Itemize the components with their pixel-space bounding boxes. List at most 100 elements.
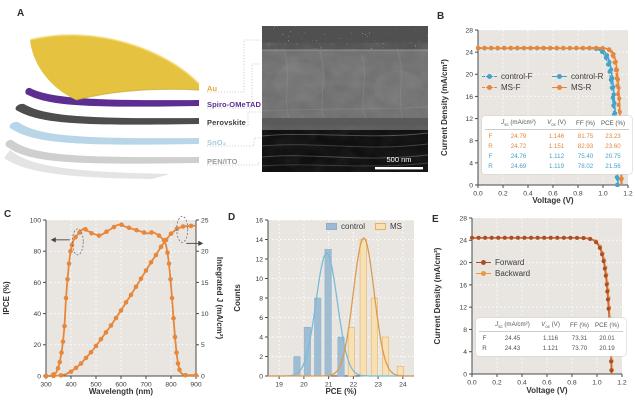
svg-text:25: 25 [201,217,209,224]
svg-text:12: 12 [255,256,263,263]
sem-scale-bar-label: 500 nm [386,155,411,164]
x-axis-label: PCE (%) [325,387,356,396]
svg-text:0.8: 0.8 [567,380,577,387]
table-cell: 24.72 [510,143,527,151]
svg-text:0.2: 0.2 [492,380,502,387]
axis-indicator-right [176,215,204,246]
legend-swatch [552,84,567,90]
legend-label: Forward [495,258,525,267]
legend-swatch [482,84,497,90]
svg-text:10: 10 [201,311,209,318]
legend-label: MS-R [571,83,592,92]
svg-text:0: 0 [259,373,263,380]
svg-text:0.4: 0.4 [517,380,527,387]
table-cell: 24.79 [510,132,527,140]
table-header-cell: PCE (%) [594,321,620,329]
svg-text:4: 4 [259,334,263,341]
table-cell: 20.19 [599,345,615,353]
chart-e-jv: 0 4 8 12 16 20 24 28 0.0 0.2 0.4 0.6 0.8 1.0 1.2 Voltag… [430,204,635,408]
legend-label: control [341,222,366,231]
layer-sheet-Au [30,35,199,100]
svg-text:1.0: 1.0 [592,380,602,387]
panel-c-letter: C [4,209,12,220]
chart-E-svg: 0 4 8 12 16 20 24 28 0.0 0.2 0.4 0.6 0.8 1.0 1.2 Voltag… [433,215,627,395]
tick-labels: 0 20 40 60 80 100 300 400 500 600 700 800 900 0 5 10 15 2… [30,217,209,388]
svg-text:4: 4 [469,160,473,167]
svg-text:24: 24 [459,238,467,245]
y-axis-label: IPCE (%) [2,281,11,315]
svg-text:0: 0 [463,371,467,378]
hist-fit-curve-MS [268,237,414,377]
chart-E-legend: Forward Backward [476,258,530,278]
legend-label: MS-F [501,83,521,92]
sem-grain-boundaries [262,50,428,120]
x-axis-label: Voltage (V) [526,386,568,395]
svg-text:23: 23 [374,382,382,389]
svg-text:24: 24 [465,50,473,57]
device-stack-sheets [4,34,200,179]
panel-b-letter: B [437,11,445,22]
svg-text:400: 400 [65,382,77,389]
svg-text:6: 6 [259,315,263,322]
table-cell: 21.56 [605,163,621,171]
table-cell: 73.70 [571,345,588,353]
panel-d-letter: D [228,212,236,223]
svg-text:8: 8 [259,295,263,302]
legend-label: Backward [495,269,531,278]
legend-swatch [476,270,491,276]
table-header-cell: Voc (V) [541,321,560,330]
table-cell: 1.121 [542,345,559,353]
table-row: R 24.69 1.119 78.02 21.56 [485,162,629,172]
legend-label: control-F [501,72,533,81]
svg-text:16: 16 [465,94,473,101]
svg-text:24: 24 [399,382,407,389]
svg-text:8: 8 [469,138,473,145]
legend-item-MS-R: MS-R [552,83,622,92]
svg-text:1.2: 1.2 [617,380,627,387]
legend-swatch [552,73,567,79]
legend-item-control-R: control-R [552,72,622,81]
table-row: R 24.72 1.151 82.93 23.60 [485,141,629,151]
svg-text:0: 0 [469,182,473,189]
svg-text:20: 20 [201,249,209,256]
svg-text:1.0: 1.0 [598,191,608,198]
table-row: R 24.43 1.121 73.70 20.19 [479,343,623,353]
svg-text:15: 15 [201,280,209,287]
table-row-label: R [488,143,493,151]
svg-text:0.0: 0.0 [473,191,483,198]
table-row: F 24.45 1.116 73.31 20.01 [479,333,623,343]
panel-a-graphic: 500 nm [4,26,428,179]
svg-text:1.2: 1.2 [623,191,633,198]
svg-text:16: 16 [255,217,263,224]
svg-text:40: 40 [33,311,41,318]
sem-cross-section-image: 500 nm [262,26,428,172]
tick-marks [475,29,629,188]
svg-text:14: 14 [255,237,263,244]
panel-e-letter: E [432,214,439,225]
svg-text:19: 19 [275,382,283,389]
table-header-row: Jsc (mA/cm²) Voc (V) FF (%) PCE (%) [485,119,629,131]
y2-axis-label: Integrated J (mA/cm²) [215,257,224,340]
table-row: F 24.76 1.112 75.40 20.75 [485,152,629,162]
svg-text:0: 0 [37,373,41,380]
table-header-cell: FF (%) [576,119,595,127]
jv-series-MS-R [476,46,624,186]
table-cell: 1.151 [548,143,565,151]
svg-text:21: 21 [325,382,333,389]
svg-text:2: 2 [259,354,263,361]
table-cell: 1.116 [542,334,559,342]
svg-text:5: 5 [201,342,205,349]
table-cell: 78.02 [577,163,594,171]
table-cell: 24.76 [510,153,527,161]
table-header-cell: Jsc (mA/cm²) [501,119,536,128]
panel-a-letter: A [17,8,25,19]
table-cell: 24.45 [504,334,521,342]
legend-label: MS [390,222,403,231]
layer-sheet-shadow [4,150,170,179]
chart-B-svg: 0 4 8 12 16 20 24 28 0.0 0.2 0.4 0.6 0.8 1.0 1.2 Voltag… [440,27,633,205]
tick-labels: 0 4 8 12 16 20 24 28 0.0 0.2 0.4 0.6 0.8 1.0 1.2 [465,27,633,197]
svg-text:700: 700 [140,382,152,389]
svg-text:12: 12 [459,305,467,312]
